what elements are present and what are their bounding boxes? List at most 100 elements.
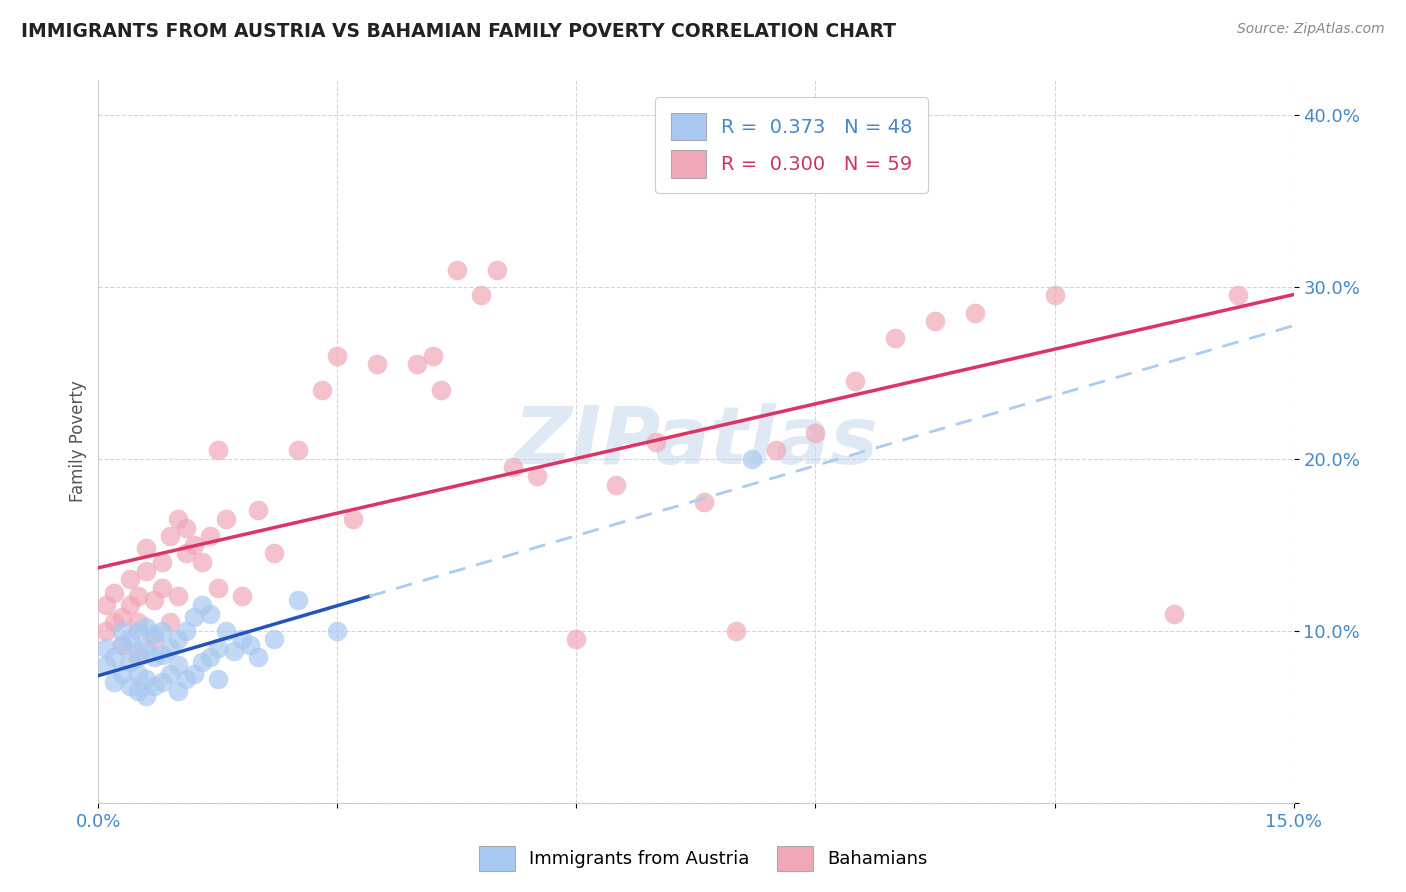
Point bbox=[135, 564, 157, 578]
Point bbox=[207, 443, 229, 458]
Point bbox=[135, 689, 157, 703]
Point bbox=[159, 529, 181, 543]
Point bbox=[191, 598, 214, 612]
Point bbox=[526, 469, 548, 483]
Point bbox=[135, 672, 157, 686]
Point bbox=[1043, 288, 1066, 302]
Point bbox=[127, 590, 149, 604]
Text: ZIPatlas: ZIPatlas bbox=[513, 402, 879, 481]
Text: IMMIGRANTS FROM AUSTRIA VS BAHAMIAN FAMILY POVERTY CORRELATION CHART: IMMIGRANTS FROM AUSTRIA VS BAHAMIAN FAMI… bbox=[21, 22, 896, 41]
Point bbox=[207, 581, 229, 595]
Point bbox=[143, 592, 166, 607]
Point bbox=[326, 349, 349, 363]
Point bbox=[167, 590, 190, 604]
Point bbox=[174, 672, 197, 686]
Point bbox=[198, 607, 221, 621]
Point bbox=[326, 624, 349, 638]
Point bbox=[287, 443, 309, 458]
Point bbox=[120, 572, 142, 586]
Point bbox=[150, 581, 173, 595]
Point bbox=[111, 638, 134, 652]
Point bbox=[103, 675, 125, 690]
Point bbox=[215, 624, 238, 638]
Point bbox=[143, 649, 166, 664]
Point bbox=[765, 443, 787, 458]
Point bbox=[198, 649, 221, 664]
Point bbox=[120, 655, 142, 669]
Legend: Immigrants from Austria, Bahamians: Immigrants from Austria, Bahamians bbox=[471, 838, 935, 879]
Text: Source: ZipAtlas.com: Source: ZipAtlas.com bbox=[1237, 22, 1385, 37]
Point bbox=[239, 638, 262, 652]
Point bbox=[207, 640, 229, 655]
Point bbox=[127, 684, 149, 698]
Point bbox=[159, 640, 181, 655]
Point bbox=[150, 675, 173, 690]
Point bbox=[430, 383, 453, 397]
Point bbox=[127, 615, 149, 630]
Point bbox=[246, 503, 269, 517]
Point bbox=[111, 666, 134, 681]
Point bbox=[406, 357, 429, 371]
Point bbox=[191, 655, 214, 669]
Point bbox=[150, 555, 173, 569]
Point bbox=[103, 615, 125, 630]
Point bbox=[174, 546, 197, 560]
Point bbox=[96, 640, 118, 655]
Point bbox=[502, 460, 524, 475]
Point bbox=[446, 262, 468, 277]
Point bbox=[605, 477, 627, 491]
Point bbox=[127, 666, 149, 681]
Point bbox=[222, 644, 245, 658]
Point bbox=[167, 632, 190, 647]
Point bbox=[183, 610, 205, 624]
Point bbox=[422, 349, 444, 363]
Point bbox=[246, 649, 269, 664]
Point bbox=[844, 375, 866, 389]
Point bbox=[215, 512, 238, 526]
Point bbox=[135, 640, 157, 655]
Point bbox=[120, 632, 142, 647]
Point bbox=[159, 666, 181, 681]
Point bbox=[884, 331, 907, 345]
Point bbox=[183, 666, 205, 681]
Point bbox=[741, 451, 763, 466]
Point bbox=[924, 314, 946, 328]
Point bbox=[167, 512, 190, 526]
Point bbox=[135, 620, 157, 634]
Point bbox=[150, 624, 173, 638]
Point bbox=[470, 288, 492, 302]
Point bbox=[120, 598, 142, 612]
Point bbox=[174, 624, 197, 638]
Point bbox=[127, 644, 149, 658]
Point bbox=[143, 679, 166, 693]
Point bbox=[231, 590, 253, 604]
Point bbox=[159, 615, 181, 630]
Point bbox=[167, 658, 190, 673]
Point bbox=[143, 627, 166, 641]
Point bbox=[287, 592, 309, 607]
Point bbox=[1226, 288, 1249, 302]
Point bbox=[693, 494, 716, 508]
Point bbox=[645, 434, 668, 449]
Point bbox=[366, 357, 388, 371]
Point bbox=[120, 679, 142, 693]
Point bbox=[103, 649, 125, 664]
Point bbox=[263, 546, 285, 560]
Point bbox=[231, 632, 253, 647]
Point bbox=[96, 598, 118, 612]
Point bbox=[111, 624, 134, 638]
Point bbox=[127, 649, 149, 664]
Point bbox=[96, 658, 118, 673]
Point bbox=[96, 624, 118, 638]
Point bbox=[1163, 607, 1185, 621]
Point bbox=[183, 538, 205, 552]
Point bbox=[150, 648, 173, 662]
Point bbox=[565, 632, 588, 647]
Point bbox=[135, 541, 157, 556]
Point bbox=[342, 512, 364, 526]
Point bbox=[191, 555, 214, 569]
Point bbox=[263, 632, 285, 647]
Point bbox=[127, 624, 149, 638]
Point bbox=[174, 520, 197, 534]
Point bbox=[804, 425, 827, 440]
